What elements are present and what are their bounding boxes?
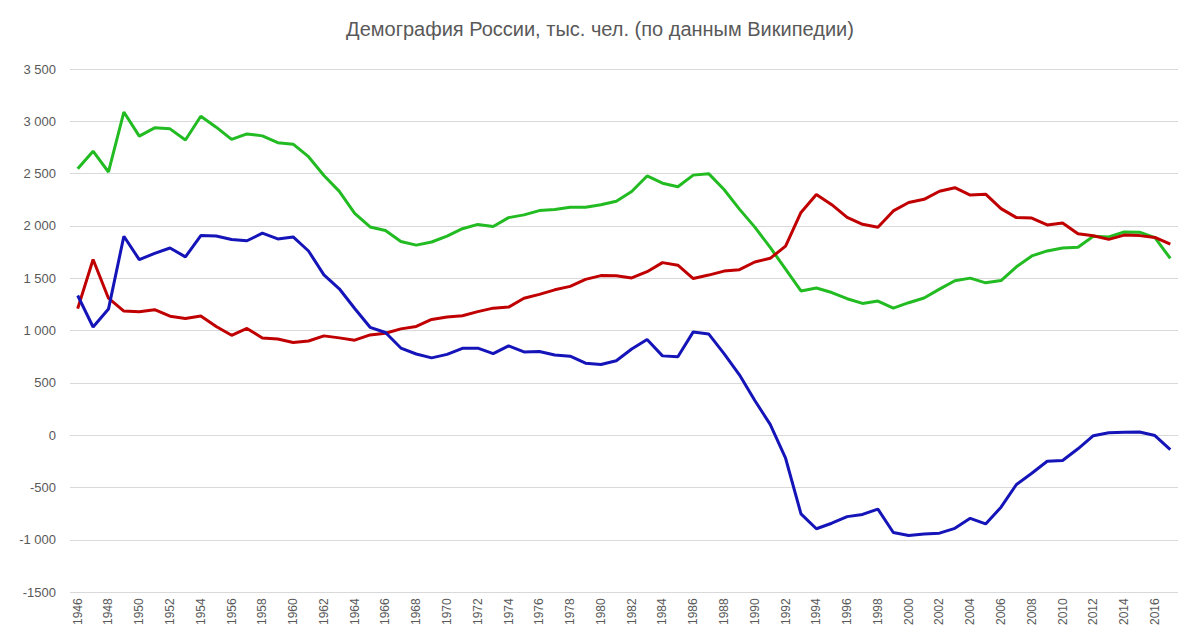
svg-text:2016: 2016 bbox=[1148, 598, 1162, 625]
svg-text:2010: 2010 bbox=[1056, 598, 1070, 625]
svg-text:1996: 1996 bbox=[840, 598, 854, 625]
svg-text:1988: 1988 bbox=[717, 598, 731, 625]
svg-text:1 000: 1 000 bbox=[23, 323, 56, 338]
svg-text:2002: 2002 bbox=[932, 598, 946, 625]
svg-text:2012: 2012 bbox=[1086, 598, 1100, 625]
svg-text:2014: 2014 bbox=[1117, 598, 1131, 625]
svg-text:2004: 2004 bbox=[963, 598, 977, 625]
svg-text:3 000: 3 000 bbox=[23, 114, 56, 129]
svg-text:1992: 1992 bbox=[779, 598, 793, 625]
svg-text:500: 500 bbox=[34, 375, 56, 390]
svg-text:1974: 1974 bbox=[502, 598, 516, 625]
svg-text:Демография России, тыс. чел. (: Демография России, тыс. чел. (по данным … bbox=[346, 18, 854, 40]
svg-text:1968: 1968 bbox=[409, 598, 423, 625]
svg-text:-1 000: -1 000 bbox=[19, 532, 56, 547]
svg-text:1956: 1956 bbox=[225, 598, 239, 625]
svg-text:1958: 1958 bbox=[255, 598, 269, 625]
svg-text:1984: 1984 bbox=[655, 598, 669, 625]
svg-text:-500: -500 bbox=[30, 480, 56, 495]
svg-text:2008: 2008 bbox=[1025, 598, 1039, 625]
svg-text:1986: 1986 bbox=[686, 598, 700, 625]
svg-text:1970: 1970 bbox=[440, 598, 454, 625]
svg-text:1966: 1966 bbox=[378, 598, 392, 625]
svg-text:2006: 2006 bbox=[994, 598, 1008, 625]
svg-text:0: 0 bbox=[49, 428, 56, 443]
svg-text:2 000: 2 000 bbox=[23, 218, 56, 233]
svg-text:1946: 1946 bbox=[71, 598, 85, 625]
svg-text:2 500: 2 500 bbox=[23, 166, 56, 181]
svg-text:3 500: 3 500 bbox=[23, 62, 56, 77]
svg-text:2000: 2000 bbox=[902, 598, 916, 625]
svg-text:-1500: -1500 bbox=[23, 585, 56, 600]
svg-text:1972: 1972 bbox=[471, 598, 485, 625]
svg-text:1 500: 1 500 bbox=[23, 271, 56, 286]
svg-text:1952: 1952 bbox=[163, 598, 177, 625]
svg-text:1980: 1980 bbox=[594, 598, 608, 625]
svg-text:1964: 1964 bbox=[348, 598, 362, 625]
svg-text:1962: 1962 bbox=[317, 598, 331, 625]
svg-text:1976: 1976 bbox=[532, 598, 546, 625]
svg-text:1954: 1954 bbox=[194, 598, 208, 625]
svg-text:1950: 1950 bbox=[132, 598, 146, 625]
svg-text:1998: 1998 bbox=[871, 598, 885, 625]
svg-text:1948: 1948 bbox=[101, 598, 115, 625]
svg-text:1990: 1990 bbox=[748, 598, 762, 625]
svg-text:1978: 1978 bbox=[563, 598, 577, 625]
svg-text:1960: 1960 bbox=[286, 598, 300, 625]
svg-text:1994: 1994 bbox=[809, 598, 823, 625]
svg-text:1982: 1982 bbox=[625, 598, 639, 625]
